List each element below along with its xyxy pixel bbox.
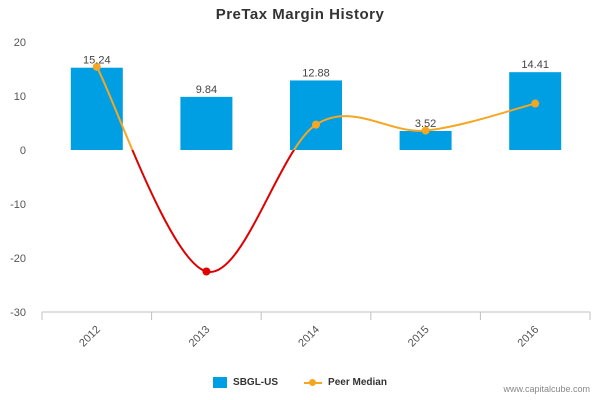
y-tick-label: 10	[14, 91, 26, 103]
bar-sbgl-2016	[509, 72, 562, 150]
peer-median-line-negative	[131, 150, 296, 273]
bar-data-label: 14.41	[521, 59, 549, 71]
chart-title: PreTax Margin History	[215, 6, 385, 23]
legend-item-sbgl[interactable]: SBGL-US	[213, 376, 279, 388]
peer-median-point-2013	[202, 267, 211, 276]
bar-sbgl-2015	[399, 130, 452, 150]
peer-median-point-2012	[92, 62, 101, 71]
y-tick-label: -10	[10, 199, 26, 211]
x-tick-label: 2015	[406, 324, 432, 350]
peer-median-point-2015	[421, 126, 430, 135]
y-tick-label: -20	[10, 253, 26, 265]
legend-line-swatch	[304, 377, 323, 388]
chart-legend: SBGL-US Peer Median	[0, 374, 600, 390]
legend-bar-swatch	[213, 376, 228, 388]
legend-label-peer-median: Peer Median	[328, 376, 387, 388]
watermark: www.capitalcube.com	[503, 384, 590, 394]
peer-median-point-2016	[531, 99, 540, 108]
y-tick-label: -30	[10, 307, 26, 319]
bar-data-label: 9.84	[196, 84, 217, 96]
bar-data-label: 15.24	[83, 55, 111, 67]
bar-data-label: 12.88	[302, 67, 330, 79]
x-tick-label: 2012	[77, 324, 103, 350]
legend-item-peer-median[interactable]: Peer Median	[304, 377, 387, 388]
peer-median-line-positive	[95, 66, 536, 150]
x-tick-label: 2013	[187, 324, 213, 350]
peer-median-point-2014	[312, 120, 320, 129]
bar-sbgl-2014	[290, 80, 342, 150]
bar-sbgl-2013	[180, 96, 233, 150]
bar-data-label: 3.52	[415, 118, 436, 130]
x-tick-label: 2014	[296, 324, 322, 350]
y-tick-label: 0	[20, 145, 26, 157]
legend-label-sbgl: SBGL-US	[233, 376, 279, 388]
bar-sbgl-2012	[70, 67, 123, 150]
x-tick-label: 2016	[516, 324, 542, 350]
y-tick-label: 20	[14, 37, 26, 49]
